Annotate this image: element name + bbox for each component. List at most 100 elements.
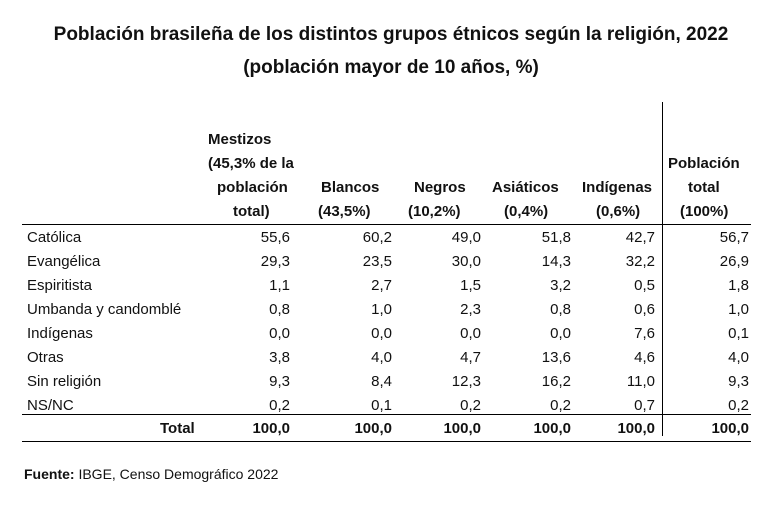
header-line: total): [233, 203, 270, 220]
table-cell: 11,0: [626, 373, 655, 390]
header-line: Población: [668, 155, 740, 172]
row-label: Indígenas: [27, 325, 93, 342]
header-line: (100%): [680, 203, 729, 220]
table-cell: 0,2: [269, 397, 290, 414]
table-row: Indígenas 0,0 0,0 0,0 0,0 7,6 0,1: [0, 322, 782, 346]
table-cell: 0,2: [728, 397, 749, 414]
table-cell: 0,1: [371, 397, 392, 414]
table-cell: 23,5: [362, 253, 392, 270]
table-cell: 51,8: [541, 229, 571, 246]
table-cell: 1,0: [728, 301, 749, 318]
header-line: población: [217, 179, 288, 196]
source-note: Fuente: IBGE, Censo Demográfico 2022: [24, 466, 278, 482]
table-cell: 100,0: [252, 420, 290, 437]
header-poblacion-total: Población total (100%): [668, 152, 748, 224]
table-cell: 30,0: [451, 253, 481, 270]
row-label: Evangélica: [27, 253, 101, 270]
table-row: Umbanda y candomblé 0,8 1,0 2,3 0,8 0,6 1,0: [0, 298, 782, 322]
table-cell: 100,0: [617, 420, 655, 437]
header-negros: Negros (10,2%): [408, 176, 488, 224]
table-cell: 0,8: [550, 301, 571, 318]
table-cell: 42,7: [625, 229, 655, 246]
table-cell: 2,7: [371, 277, 392, 294]
header-line: Indígenas: [582, 179, 653, 196]
table-cell: 0,5: [634, 277, 655, 294]
table-cell: 100,0: [443, 420, 481, 437]
table-row: Otras 3,8 4,0 4,7 13,6 4,6 4,0: [0, 346, 782, 370]
header-mestizos: Mestizos (45,3% de la población total): [208, 128, 308, 224]
row-label: Otras: [27, 349, 64, 366]
table-cell: 16,2: [541, 373, 571, 390]
header-line: total: [688, 179, 720, 196]
table-cell: 12,3: [451, 373, 481, 390]
table-cell: 32,2: [625, 253, 655, 270]
table-cell: 2,3: [460, 301, 481, 318]
table-cell: 7,6: [634, 325, 655, 342]
table-row: NS/NC 0,2 0,1 0,2 0,2 0,7 0,2: [0, 394, 782, 418]
table-row: Católica 55,6 60,2 49,0 51,8 42,7 56,7: [0, 226, 782, 250]
table-cell: 0,0: [460, 325, 481, 342]
table-cell: 0,0: [371, 325, 392, 342]
table-cell: 26,9: [719, 253, 749, 270]
header-blancos: Blancos (43,5%): [318, 176, 398, 224]
table-cell: 49,0: [451, 229, 481, 246]
table-title: Población brasileña de los distintos gru…: [53, 24, 729, 45]
source-text: IBGE, Censo Demográfico 2022: [74, 466, 279, 482]
table-cell: 56,7: [719, 229, 749, 246]
table-cell: 0,8: [269, 301, 290, 318]
table-cell: 1,8: [728, 277, 749, 294]
row-label: NS/NC: [27, 397, 74, 414]
table-cell: 100,0: [354, 420, 392, 437]
row-label: Umbanda y candomblé: [27, 301, 182, 318]
row-label: Católica: [27, 229, 82, 246]
table-cell: 0,0: [550, 325, 571, 342]
table-cell: 1,1: [269, 277, 290, 294]
table-cell: 100,0: [711, 420, 749, 437]
header-line: (45,3% de la: [208, 155, 294, 172]
table-cell: 3,2: [550, 277, 571, 294]
table-cell: 29,3: [260, 253, 290, 270]
table-cell: 0,2: [550, 397, 571, 414]
row-label: Espiritista: [27, 277, 93, 294]
header-line: (0,4%): [504, 203, 549, 220]
table-cell: 100,0: [533, 420, 571, 437]
header-line: (0,6%): [596, 203, 641, 220]
table-row: Evangélica 29,3 23,5 30,0 14,3 32,2 26,9: [0, 250, 782, 274]
header-line: (10,2%): [408, 203, 461, 220]
table-cell: 60,2: [362, 229, 392, 246]
table-cell: 1,5: [460, 277, 481, 294]
table-cell: 1,0: [371, 301, 392, 318]
table-cell: 0,7: [634, 397, 655, 414]
header-line: Negros: [414, 179, 466, 196]
total-row: Total 100,0 100,0 100,0 100,0 100,0 100,…: [0, 417, 782, 441]
column-divider: [662, 102, 663, 436]
total-rule: [22, 414, 751, 415]
header-line: (43,5%): [318, 203, 371, 220]
table-cell: 55,6: [260, 229, 290, 246]
table-cell: 3,8: [269, 349, 290, 366]
table-row: Sin religión 9,3 8,4 12,3 16,2 11,0 9,3: [0, 370, 782, 394]
header-rule: [22, 224, 751, 225]
table-cell: 14,3: [541, 253, 571, 270]
table-cell: 13,6: [541, 349, 571, 366]
table-cell: 9,3: [728, 373, 749, 390]
table-subtitle: (población mayor de 10 años, %): [243, 57, 539, 78]
row-label: Sin religión: [27, 373, 102, 390]
table-cell: 4,6: [634, 349, 655, 366]
header-line: Mestizos: [208, 131, 272, 148]
bottom-rule: [22, 441, 751, 442]
table-cell: 4,0: [371, 349, 392, 366]
table-cell: 0,2: [460, 397, 481, 414]
source-label: Fuente:: [24, 466, 75, 482]
table-cell: 0,0: [269, 325, 290, 342]
table-cell: 9,3: [269, 373, 290, 390]
table-row: Espiritista 1,1 2,7 1,5 3,2 0,5 1,8: [0, 274, 782, 298]
table-cell: 0,6: [634, 301, 655, 318]
table-cell: 4,7: [460, 349, 481, 366]
header-line: Blancos: [321, 179, 380, 196]
header-asiaticos: Asiáticos (0,4%): [492, 176, 577, 224]
total-label: Total: [160, 420, 195, 437]
table-cell: 0,1: [728, 325, 749, 342]
header-indigenas: Indígenas (0,6%): [582, 176, 662, 224]
table-cell: 4,0: [728, 349, 749, 366]
